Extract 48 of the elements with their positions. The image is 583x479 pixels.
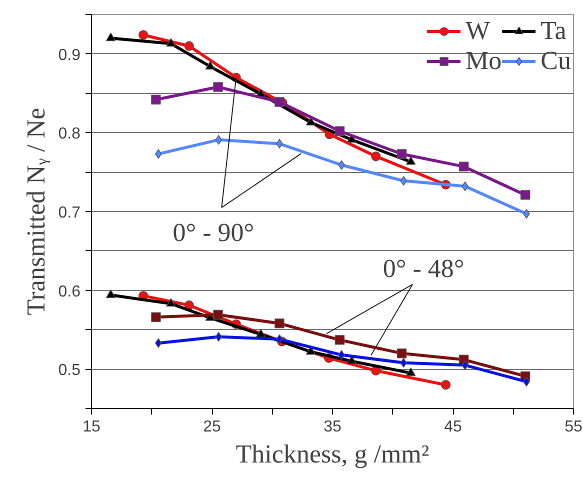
point <box>151 312 161 322</box>
y-axis-title: Transmitted Nᵧ / Ne <box>21 108 50 316</box>
point <box>338 160 345 170</box>
point <box>274 97 284 107</box>
y-tick-label: 0.5 <box>58 362 81 380</box>
point <box>213 82 223 92</box>
x-tick-label: 45 <box>444 418 462 436</box>
point <box>371 152 381 162</box>
point <box>338 350 345 360</box>
x-tick-label: 55 <box>564 418 582 436</box>
point <box>334 335 345 345</box>
point <box>440 380 451 390</box>
point <box>523 209 530 219</box>
annotation: 0° - 48° <box>382 254 464 284</box>
y-tick-label: 0.7 <box>58 204 81 222</box>
y-tick-label: 0.8 <box>58 126 81 143</box>
point <box>155 338 162 348</box>
point <box>334 126 345 136</box>
point <box>274 318 284 328</box>
point <box>458 162 469 172</box>
point <box>306 116 316 126</box>
point <box>520 190 530 200</box>
x-tick-label: 25 <box>203 418 221 436</box>
legend-label: Ta <box>540 16 566 46</box>
y-tick-label: 0.9 <box>58 46 81 64</box>
point <box>213 310 223 320</box>
x-tick-label: 15 <box>82 418 100 436</box>
point <box>166 298 176 307</box>
point <box>205 60 216 70</box>
point <box>396 348 407 358</box>
x-axis-title: Thickness, g /mm² <box>236 440 430 468</box>
point <box>166 38 176 47</box>
annotation: 0° - 90° <box>172 218 254 247</box>
x-tick-label: 35 <box>324 418 342 436</box>
point <box>396 149 407 159</box>
point <box>406 367 416 376</box>
point <box>151 94 161 104</box>
point <box>406 156 416 165</box>
point <box>138 30 148 40</box>
legend-label: W <box>466 16 490 46</box>
point <box>106 289 116 298</box>
point <box>155 149 162 159</box>
legend-label: Cu <box>540 46 571 76</box>
y-tick-label: 0.6 <box>58 283 81 300</box>
point <box>256 328 266 338</box>
legend-label: Mo <box>466 46 502 76</box>
point <box>184 41 194 51</box>
point <box>106 32 116 42</box>
